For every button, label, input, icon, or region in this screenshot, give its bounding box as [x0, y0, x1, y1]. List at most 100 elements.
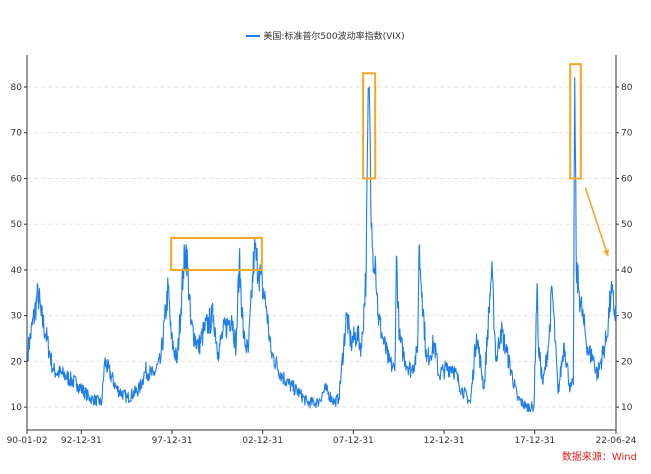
series-point — [361, 347, 363, 349]
series-point — [45, 333, 47, 335]
series-point — [144, 370, 146, 372]
series-point — [338, 397, 340, 399]
trend-arrow-head — [603, 249, 609, 257]
series-point — [377, 315, 379, 317]
y-tick-label-left: 30 — [11, 312, 23, 322]
series-point — [160, 360, 162, 362]
series-point — [52, 370, 54, 372]
y-tick-label-right: 30 — [621, 312, 633, 322]
series-point — [317, 402, 319, 404]
legend-label: 美国:标准普尔500波动率指数(VIX) — [263, 32, 405, 42]
series-point — [346, 315, 348, 317]
series-point — [368, 86, 370, 88]
legend-swatch — [246, 34, 261, 37]
series-point — [306, 402, 308, 404]
series-point — [176, 360, 178, 362]
series-point — [40, 315, 42, 317]
y-tick-label-left: 70 — [11, 129, 23, 139]
series-point — [398, 338, 400, 340]
series-point — [333, 402, 335, 404]
series-point — [563, 342, 565, 344]
highlight-box-2 — [362, 72, 377, 180]
series-point — [77, 383, 79, 385]
y-tick-label-left: 40 — [11, 266, 23, 276]
series-point — [299, 392, 301, 394]
series-point — [203, 328, 205, 330]
y-tick-label-left: 50 — [11, 220, 23, 230]
y-axis-right-ticks: 10 20 30 40 50 60 70 80 — [616, 83, 633, 413]
annotations — [170, 63, 609, 271]
series-point — [575, 269, 577, 271]
series-point — [536, 283, 538, 285]
series-group — [27, 77, 617, 413]
series-point — [615, 315, 617, 317]
series-point — [243, 338, 245, 340]
x-tick-label: 12-12-31 — [424, 436, 465, 446]
series-point — [89, 397, 91, 399]
series-point — [557, 392, 559, 394]
series-point — [217, 351, 219, 353]
y-axis-left-ticks: 10 20 30 40 50 60 70 80 — [11, 83, 27, 413]
series-point — [238, 260, 240, 262]
series-point — [270, 351, 272, 353]
series-point — [525, 406, 527, 408]
series-point — [476, 333, 478, 335]
axes — [26, 55, 617, 431]
series-point — [572, 383, 574, 385]
series-point — [533, 406, 535, 408]
series-point — [506, 351, 508, 353]
series-point — [222, 333, 224, 335]
y-tick-label-left: 10 — [11, 403, 23, 413]
series-point — [356, 333, 358, 335]
series-point — [537, 347, 539, 349]
y-tick-label-left: 20 — [11, 357, 23, 367]
series-point — [491, 269, 493, 271]
series-point — [495, 360, 497, 362]
series-point — [167, 287, 169, 289]
series-point — [152, 374, 154, 376]
series-point — [37, 292, 39, 294]
series-point — [371, 246, 373, 248]
series-point — [578, 292, 580, 294]
series-point — [421, 292, 423, 294]
y-tick-label-left: 60 — [11, 174, 23, 184]
series-point — [231, 315, 233, 317]
series-point — [460, 388, 462, 390]
series-point — [583, 324, 585, 326]
series-point — [592, 356, 594, 358]
series-point — [324, 388, 326, 390]
series-point — [410, 370, 412, 372]
series-point — [388, 360, 390, 362]
x-tick-label: 90-01-02 — [7, 436, 48, 446]
series-point — [548, 338, 550, 340]
series-point — [569, 388, 571, 390]
x-tick-label: 07-12-31 — [333, 436, 374, 446]
series-point — [404, 360, 406, 362]
series-point — [367, 132, 369, 134]
series-point — [126, 397, 128, 399]
series-point — [288, 383, 290, 385]
series-point — [374, 255, 376, 257]
series-point — [185, 246, 187, 248]
y-tick-label-right: 20 — [621, 357, 633, 367]
x-tick-label: 02-12-31 — [242, 436, 283, 446]
series-point — [433, 342, 435, 344]
series-point — [265, 306, 267, 308]
y-tick-label-right: 40 — [621, 266, 633, 276]
y-tick-label-left: 80 — [11, 83, 23, 93]
x-tick-label: 17-12-31 — [514, 436, 555, 446]
y-tick-label-right: 70 — [621, 129, 633, 139]
x-tick-label: 97-12-31 — [152, 436, 193, 446]
series-point — [610, 292, 612, 294]
series-point — [516, 397, 518, 399]
trend-arrow-line — [584, 187, 609, 257]
y-tick-label-right: 50 — [621, 220, 633, 230]
series-point — [63, 374, 65, 376]
series-point — [596, 374, 598, 376]
series-point — [190, 324, 192, 326]
series-point — [170, 338, 172, 340]
series-point — [500, 328, 502, 330]
series-point — [438, 374, 440, 376]
series-point — [247, 351, 249, 353]
